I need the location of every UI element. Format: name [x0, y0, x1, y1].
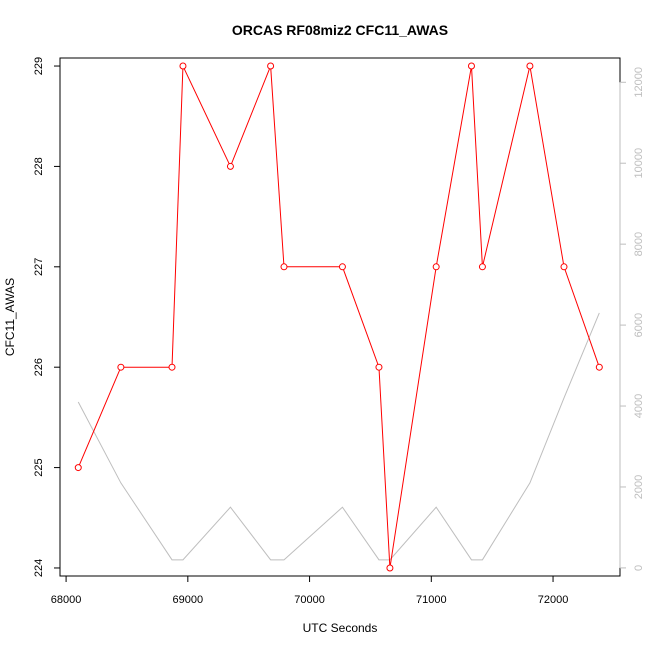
- y2-tick-label: 0: [633, 565, 645, 571]
- x-axis-label: UTC Seconds: [303, 621, 378, 635]
- y2-tick-label: 2000: [633, 475, 645, 499]
- data-point: [595, 363, 603, 371]
- y2-tick-label: 8000: [633, 232, 645, 256]
- data-point: [338, 263, 346, 271]
- x-tick-label: 72000: [538, 594, 569, 606]
- data-point: [117, 363, 125, 371]
- data-point: [478, 263, 486, 271]
- series-layer: [74, 62, 603, 572]
- data-point: [280, 263, 288, 271]
- data-point: [560, 263, 568, 271]
- y2-tick-label: 4000: [633, 394, 645, 418]
- data-point: [267, 62, 275, 70]
- data-point: [226, 162, 234, 170]
- axes-layer: 68000 69000 70000 71000 72000 224 225 226 227 228…: [33, 57, 645, 606]
- y-tick-label: 227: [33, 258, 45, 276]
- chart-title: ORCAS RF08miz2 CFC11_AWAS: [232, 22, 448, 38]
- plot-area: [59, 57, 621, 577]
- data-point: [386, 564, 394, 572]
- data-point: [179, 62, 187, 70]
- x-tick-label: 69000: [173, 594, 204, 606]
- y-tick-label: 224: [33, 559, 45, 577]
- x-tick-label: 68000: [51, 594, 82, 606]
- data-point: [168, 363, 176, 371]
- y-tick-label: 228: [33, 157, 45, 175]
- x-tick-label: 70000: [294, 594, 325, 606]
- y-axis-label: CFC11_AWAS: [3, 278, 17, 356]
- data-point: [526, 62, 534, 70]
- data-point: [375, 363, 383, 371]
- secondary-series-line: [77, 312, 600, 561]
- data-point: [74, 464, 82, 472]
- data-point: [432, 263, 440, 271]
- y2-tick-label: 6000: [633, 313, 645, 337]
- y-tick-label: 226: [33, 358, 45, 376]
- y2-tick-label: 12000: [633, 67, 645, 98]
- y2-tick-label: 10000: [633, 148, 645, 179]
- primary-series-line: [77, 65, 600, 569]
- x-tick-label: 71000: [416, 594, 447, 606]
- y-tick-label: 225: [33, 458, 45, 476]
- y-tick-label: 229: [33, 57, 45, 75]
- data-point: [467, 62, 475, 70]
